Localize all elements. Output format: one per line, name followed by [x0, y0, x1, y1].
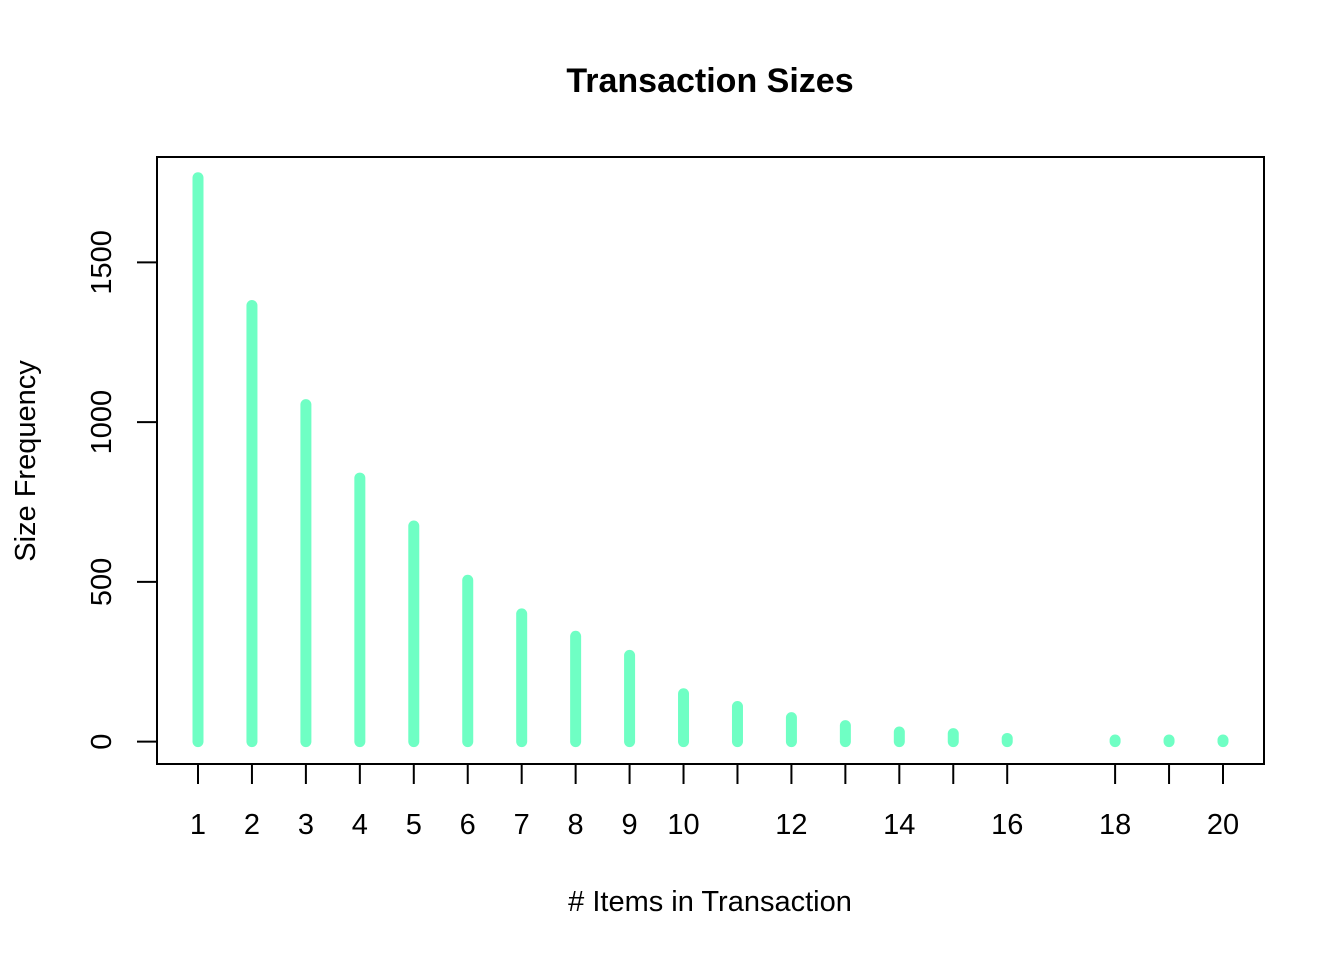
- plot-frame: [156, 156, 1265, 765]
- x-tick-label-3: 3: [298, 809, 314, 841]
- x-axis: 1 2 3 4 5 6 7 8 9 10 12 14 16 18 20: [190, 764, 1239, 841]
- x-tick-label-14: 14: [883, 809, 915, 841]
- bars-group: [192, 172, 1229, 748]
- x-tick-label-10: 10: [667, 809, 699, 841]
- x-tick-label-20: 20: [1207, 809, 1239, 841]
- x-tick-label-16: 16: [991, 809, 1023, 841]
- x-tick-label-4: 4: [352, 809, 368, 841]
- y-tick-label-1000: 1000: [86, 390, 118, 455]
- y-tick-label-0: 0: [86, 734, 118, 750]
- y-tick-label-500: 500: [86, 558, 118, 606]
- x-tick-label-9: 9: [622, 809, 638, 841]
- x-tick-label-5: 5: [406, 809, 422, 841]
- x-tick-label-18: 18: [1099, 809, 1131, 841]
- y-axis-label: Size Frequency: [10, 360, 42, 562]
- x-tick-label-7: 7: [514, 809, 530, 841]
- y-axis: 0 500 1000 1500: [86, 230, 157, 750]
- x-axis-label: # Items in Transaction: [568, 886, 852, 918]
- x-tick-label-8: 8: [568, 809, 584, 841]
- x-tick-label-6: 6: [460, 809, 476, 841]
- x-tick-label-12: 12: [775, 809, 807, 841]
- y-tick-label-1500: 1500: [86, 230, 118, 295]
- chart-title: Transaction Sizes: [566, 62, 853, 100]
- x-tick-label-1: 1: [190, 809, 206, 841]
- x-tick-label-2: 2: [244, 809, 260, 841]
